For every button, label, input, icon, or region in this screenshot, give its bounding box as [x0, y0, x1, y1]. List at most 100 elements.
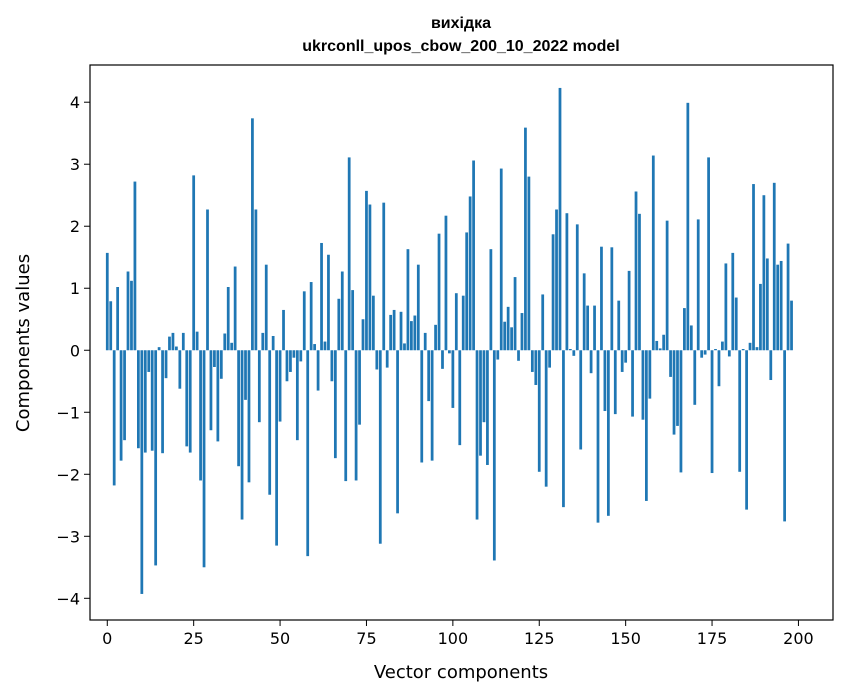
bar — [624, 350, 628, 363]
bar — [292, 350, 296, 358]
x-axis-ticks: 0 25 50 75 100 125 150 175 200 — [102, 620, 814, 648]
bar — [358, 350, 361, 425]
bar — [278, 350, 282, 422]
x-tick-label: 25 — [183, 629, 203, 648]
bar — [703, 350, 707, 355]
bar — [330, 350, 334, 382]
bar — [589, 350, 593, 374]
bar — [582, 273, 586, 351]
bar — [316, 350, 320, 391]
bar — [271, 335, 275, 351]
bar — [461, 295, 465, 351]
bar — [344, 350, 348, 482]
bar — [606, 350, 610, 516]
bar — [244, 350, 247, 400]
bar — [423, 332, 427, 351]
bar — [610, 247, 614, 351]
bar — [327, 254, 330, 351]
bar — [731, 252, 735, 351]
bar — [496, 350, 500, 360]
bar — [347, 157, 351, 351]
bar — [579, 350, 583, 450]
y-tick-label: −1 — [56, 403, 80, 422]
bar — [375, 350, 379, 370]
bar — [568, 349, 572, 351]
bar — [168, 336, 171, 351]
bar — [544, 350, 548, 487]
bar — [306, 350, 310, 557]
bar — [776, 264, 780, 351]
x-tick-label: 100 — [438, 629, 469, 648]
bar — [710, 350, 714, 474]
bar — [676, 350, 679, 426]
bar-series — [105, 87, 793, 594]
bar — [285, 350, 289, 382]
bar — [389, 314, 393, 351]
bar — [448, 350, 451, 354]
bar — [289, 350, 292, 372]
bar — [658, 348, 662, 351]
bar — [223, 333, 227, 351]
bar — [368, 204, 372, 351]
bar — [295, 350, 299, 441]
bar — [116, 287, 120, 351]
bar — [213, 350, 216, 367]
bar — [593, 305, 596, 351]
bar — [444, 215, 448, 351]
bar — [427, 350, 431, 402]
bar — [769, 350, 773, 381]
bar — [765, 258, 769, 351]
bar — [499, 168, 503, 351]
bar — [669, 350, 672, 377]
bar — [240, 350, 244, 520]
bar — [385, 350, 389, 368]
bar — [613, 350, 617, 415]
bar — [416, 264, 420, 351]
bar — [233, 266, 237, 351]
bar — [137, 350, 140, 449]
bar — [627, 270, 631, 351]
bar — [105, 252, 109, 351]
bar — [181, 332, 185, 351]
bar — [520, 313, 524, 351]
y-tick-label: 0 — [70, 341, 80, 360]
x-tick-label: 200 — [783, 629, 814, 648]
bar — [396, 350, 399, 514]
bar — [727, 350, 731, 357]
bar — [133, 181, 137, 351]
bar — [185, 350, 189, 447]
bar — [154, 350, 158, 566]
bar — [693, 350, 697, 405]
bar — [620, 350, 624, 372]
y-tick-label: −2 — [56, 465, 80, 484]
bar — [226, 287, 230, 351]
bar — [247, 350, 251, 483]
bar — [510, 327, 513, 351]
bar — [662, 334, 666, 351]
bar — [790, 300, 793, 351]
bar — [188, 350, 192, 453]
bar — [686, 102, 690, 351]
bar — [503, 321, 507, 351]
chart-title-line-2: ukrconll_upos_cbow_200_10_2022 model — [302, 38, 619, 55]
bar — [689, 325, 693, 351]
y-axis-label: Components values — [13, 254, 34, 432]
bar — [513, 277, 517, 351]
bar — [251, 118, 254, 351]
bar — [679, 350, 683, 473]
bar — [641, 350, 645, 420]
bar — [309, 282, 313, 351]
bar — [537, 350, 541, 472]
y-tick-label: −3 — [56, 527, 80, 546]
bar — [157, 347, 161, 351]
y-tick-label: −4 — [56, 589, 80, 608]
bar — [665, 220, 669, 351]
bar — [779, 260, 783, 351]
bar — [192, 175, 196, 351]
bar — [631, 350, 634, 417]
bar — [351, 290, 355, 351]
x-tick-label: 175 — [697, 629, 728, 648]
bar — [721, 341, 724, 351]
bar — [150, 350, 154, 451]
